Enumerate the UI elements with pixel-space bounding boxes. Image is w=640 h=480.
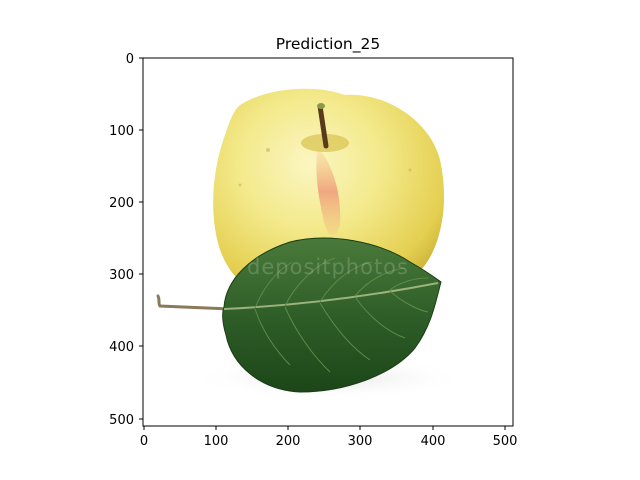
leaf-blade (222, 237, 442, 393)
image-content: depositphotos (143, 58, 513, 426)
x-tick-label: 300 (348, 434, 373, 449)
apple (213, 88, 445, 302)
y-tick-label: 400 (109, 340, 134, 355)
leaf-petiole (156, 294, 232, 311)
apple-stem (317, 103, 329, 149)
x-tick-label: 200 (276, 434, 301, 449)
axes-frame (142, 57, 514, 427)
leaf: depositphotos (222, 237, 442, 393)
x-tick-label: 400 (421, 434, 446, 449)
y-tick-label: 200 (109, 196, 134, 211)
y-axis: 0 100 200 300 400 500 (109, 52, 143, 428)
stem-tip (317, 103, 325, 109)
y-tick-label: 0 (126, 52, 134, 67)
figure-title: Prediction_25 (276, 35, 380, 54)
x-tick-label: 100 (204, 434, 229, 449)
x-tick-label: 500 (493, 434, 518, 449)
x-tick-label: 0 (140, 434, 148, 449)
x-axis: 0 100 200 300 400 500 (140, 426, 518, 449)
y-tick-label: 500 (109, 413, 134, 428)
leaf-veins (254, 257, 429, 373)
apple-speck (408, 168, 412, 172)
y-tick-label: 100 (109, 124, 134, 139)
watermark-text: depositphotos (247, 255, 409, 279)
y-tick-label: 300 (109, 268, 134, 283)
apple-speck (266, 148, 270, 152)
leaf-midrib (223, 282, 439, 310)
apple-speck (238, 183, 242, 187)
apple-blush (316, 148, 341, 236)
